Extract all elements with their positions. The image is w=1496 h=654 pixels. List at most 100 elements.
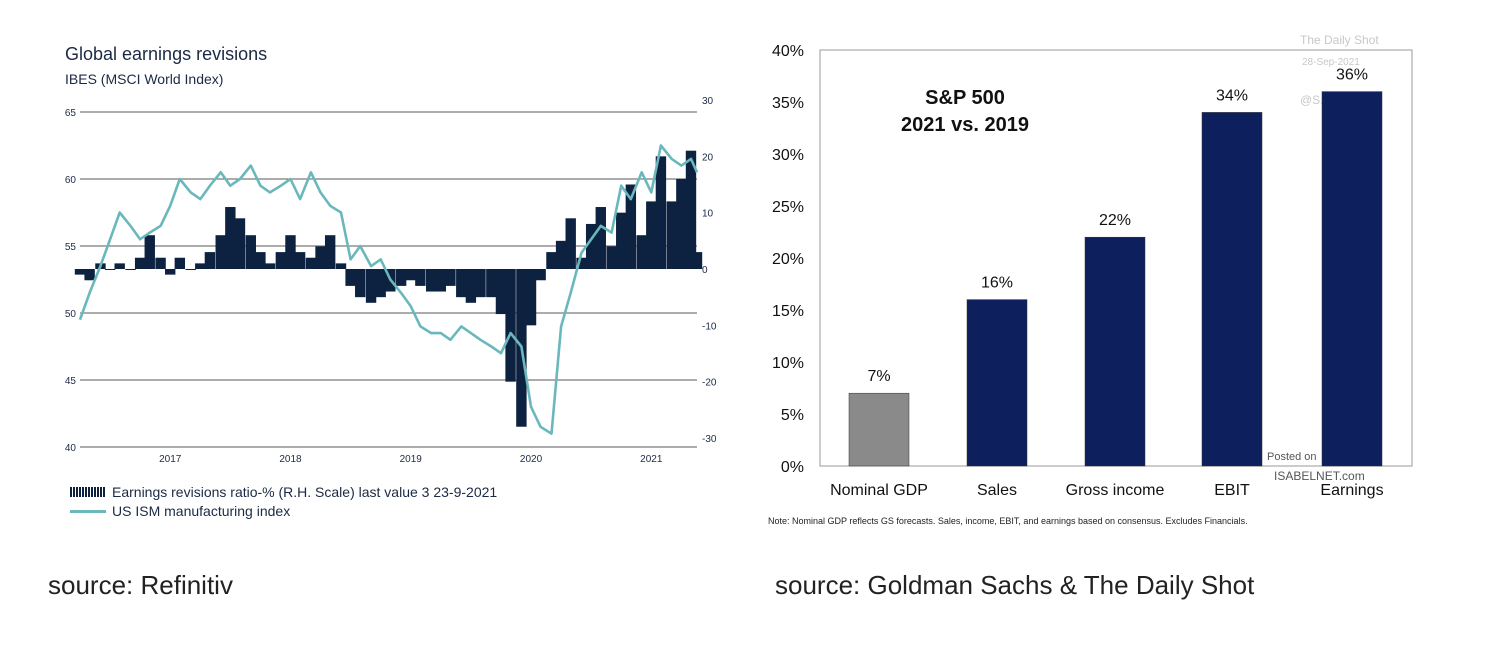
left-chart-subtitle: IBES (MSCI World Index) [65,71,224,87]
bar-value-label: 16% [981,275,1013,292]
y-left-tick-label: 60 [65,175,77,186]
revisions-bar [616,212,627,269]
x-tick-label: 2021 [640,454,663,465]
legend-line-swatch [70,509,106,513]
revisions-bar [204,252,216,269]
legend-bars-swatch [70,487,106,497]
x-category-label: Gross income [1066,482,1165,499]
legend-line-label: US ISM manufacturing index [112,503,291,519]
x-tick-label: 2020 [520,454,543,465]
revisions-bar [555,240,567,269]
revisions-bar [215,235,226,269]
revisions-bar [174,257,186,269]
revisions-bar [426,269,437,292]
revisions-bar [505,269,516,382]
revisions-bar [305,257,317,269]
revisions-bar [676,178,687,269]
bar-value-label: 7% [867,368,890,385]
y-tick-label: 20% [772,251,804,268]
revisions-bar [456,269,467,298]
revisions-bar [415,269,426,286]
revisions-bar [315,246,326,269]
bar-sales [966,299,1028,467]
revisions-bar [525,269,537,326]
y-left-tick-label: 55 [65,242,77,253]
revisions-bar [125,269,136,270]
right-chart-panel: 0% 5% 10% 15% 20% 25% 30% 35% 40% The Daily Shot 2… [740,0,1496,654]
revisions-bar [666,201,677,269]
revisions-bar [335,263,347,269]
revisions-bar [465,269,477,303]
revisions-bar [546,252,557,269]
y-right-tick-label: 0 [702,265,708,276]
x-category-label: EBIT [1214,482,1250,499]
revisions-bar [585,223,597,269]
ism-line [78,144,699,435]
revisions-bar [405,269,416,281]
revisions-bar [685,150,697,269]
legend-bars-label: Earnings revisions ratio-% (R.H. Scale) … [112,484,498,500]
y-right-tick-label: -30 [702,434,717,445]
left-source-label: source: Refinitiv [48,570,233,600]
revisions-bar [625,184,637,269]
revisions-bar [285,235,296,269]
revisions-bar [195,263,206,269]
right-source-label: source: Goldman Sachs & The Daily Shot [775,570,1255,600]
revisions-bar [255,252,266,269]
watermark-posted: Posted on [1267,451,1317,463]
revisions-bar [636,235,647,269]
revisions-bar [646,201,657,269]
revisions-bar [576,257,587,269]
bar-ebit [1201,112,1263,467]
revisions-bar [275,252,287,269]
bar-value-label: 34% [1216,87,1248,104]
y-left-tick-label: 45 [65,376,77,387]
x-tick-label: 2017 [159,454,182,465]
revisions-bar [691,252,703,269]
revisions-bar [104,269,116,270]
x-category-label: Nominal GDP [830,482,928,499]
revisions-bar [324,235,336,269]
left-chart-title: Global earnings revisions [65,44,268,64]
y-right-tick-label: 20 [702,152,714,163]
bar-chart-title: S&P 500 [925,87,1005,109]
y-left-tick-label: 50 [65,309,77,320]
left-chart-panel: Global earnings revisions IBES (MSCI Wor… [0,0,740,654]
bar-chart-subtitle: 2021 vs. 2019 [901,114,1029,136]
y-tick-label: 25% [772,199,804,216]
y-left-tick-label: 65 [65,108,77,119]
revisions-bar [185,269,196,270]
revisions-bar [655,156,667,269]
revisions-bar [245,235,256,269]
y-tick-label: 10% [772,355,804,372]
revisions-bar [234,218,246,269]
y-right-tick-label: 30 [702,96,714,107]
revisions-bar [395,269,407,286]
y-right-tick-label: -10 [702,321,717,332]
revisions-bar [595,207,606,269]
y-right-tick-label: -20 [702,378,717,389]
revisions-bar [74,269,86,275]
revisions-bar [375,269,386,298]
revisions-bar [606,246,617,269]
y-right-tick-label: 10 [702,209,714,220]
revisions-bar [144,235,155,269]
watermark-site: ISABELNET.com [1274,469,1365,483]
bar-value-label: 36% [1336,67,1368,84]
revisions-bar [445,269,456,286]
y-left-tick-label: 40 [65,443,77,454]
legend-item-line: US ISM manufacturing index [70,503,290,519]
legend-item-bars: Earnings revisions ratio-% (R.H. Scale) … [70,484,497,500]
revisions-bar [134,257,146,269]
revisions-bar [435,269,447,292]
revisions-bar [264,263,276,269]
bar-gross-income [1084,236,1146,467]
revisions-bar [486,269,497,298]
bar-chart-note: Note: Nominal GDP reflects GS forecasts.… [768,516,1248,526]
x-category-label: Sales [977,482,1017,499]
revisions-bar [84,269,95,281]
sp500-bar-chart: 0% 5% 10% 15% 20% 25% 30% 35% 40% The Daily Shot 2… [768,33,1413,526]
revisions-bar [345,269,356,286]
y-tick-label: 30% [772,147,804,164]
revisions-bar [565,218,576,269]
